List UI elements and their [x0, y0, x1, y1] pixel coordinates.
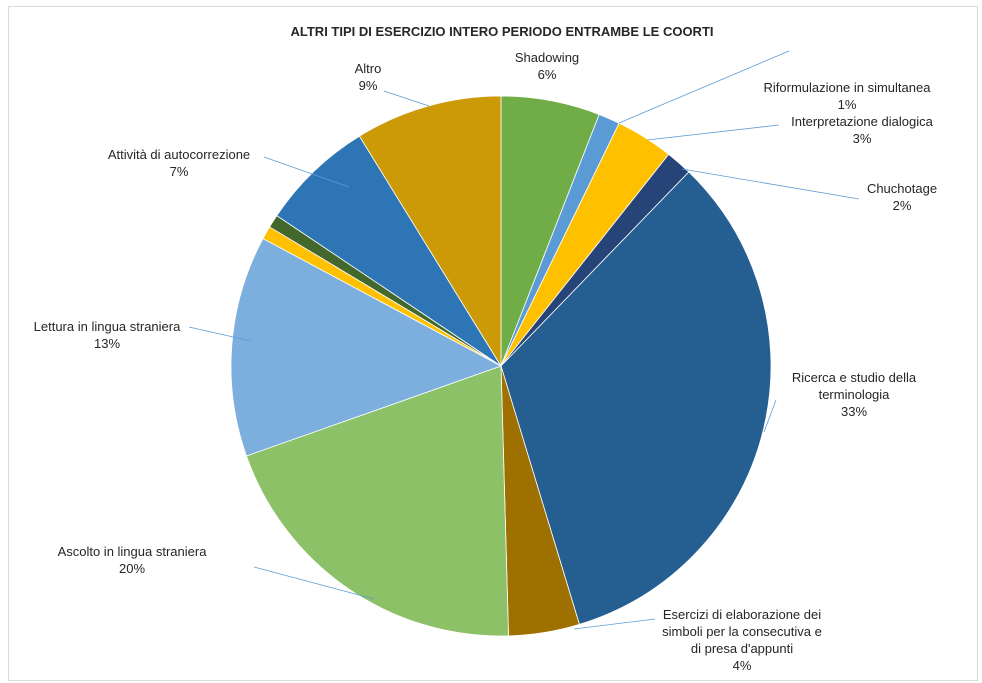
slice-label-3: Chuchotage 2% — [867, 181, 937, 213]
leader-line-5 — [573, 618, 656, 630]
slice-label-1: Riformulazione in simultanea 1% — [764, 80, 932, 112]
slice-label-4: Ricerca e studio della terminologia 33% — [792, 370, 917, 419]
leader-line-11 — [383, 90, 430, 107]
leader-line-1 — [618, 50, 790, 124]
leader-line-10 — [263, 156, 350, 188]
leader-line-4 — [763, 399, 777, 433]
leader-line-7 — [188, 326, 252, 342]
chart-title: ALTRI TIPI DI ESERCIZIO INTERO PERIODO E… — [291, 24, 714, 39]
slice-label-6: Ascolto in lingua straniera 20% — [58, 544, 208, 576]
slice-label-5: Esercizi di elaborazione dei simboli per … — [662, 607, 822, 673]
pie-slice-11 — [358, 95, 502, 368]
slice-label-10: Attività di autocorrezione 7% — [108, 147, 250, 179]
chart-frame: ALTRI TIPI DI ESERCIZIO INTERO PERIODO E… — [8, 6, 978, 681]
slice-label-7: Lettura in lingua straniera 13% — [34, 319, 181, 351]
slice-label-2: Interpretazione dialogica 3% — [791, 114, 933, 146]
pie-slice-4 — [500, 171, 772, 625]
pie-chart: ALTRI TIPI DI ESERCIZIO INTERO PERIODO E… — [34, 24, 937, 673]
slice-label-11: Altro 9% — [355, 61, 382, 93]
leader-line-3 — [681, 168, 860, 200]
slice-label-0: Shadowing 6% — [515, 50, 579, 82]
pie-slice-10 — [276, 135, 502, 367]
pie-slice-6 — [245, 365, 509, 637]
leader-line-2 — [646, 124, 780, 141]
leader-line-6 — [253, 566, 375, 600]
pie-slice-7 — [230, 238, 502, 457]
